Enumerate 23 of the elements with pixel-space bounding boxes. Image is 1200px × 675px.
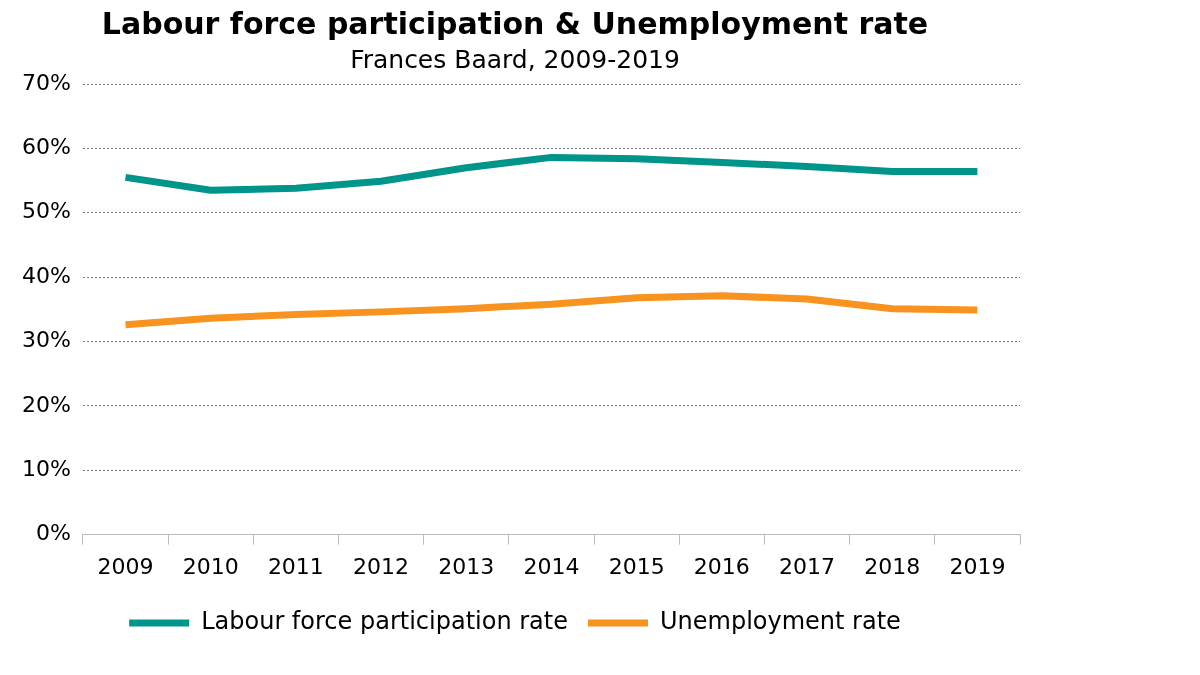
y-tick-label: 40% [21, 262, 71, 288]
x-tick-label: 2010 [182, 553, 239, 579]
chart-title: Labour force participation & Unemployment rate [101, 5, 929, 41]
x-tick-label: 2014 [523, 553, 580, 579]
x-tick-label: 2016 [693, 553, 750, 579]
x-tick-label: 2018 [864, 553, 921, 579]
y-tick-label: 30% [21, 327, 71, 353]
y-tick-label: 70% [21, 69, 71, 95]
legend-label: Labour force participation rate [201, 607, 568, 636]
x-tick-label: 2011 [267, 553, 324, 579]
x-tick-label: 2015 [608, 553, 665, 579]
y-tick-label: 0% [35, 520, 71, 546]
y-tick-label: 10% [21, 455, 71, 481]
x-tick-label: 2009 [97, 553, 154, 579]
legend-label: Unemployment rate [659, 607, 901, 636]
x-tick-label: 2019 [949, 553, 1006, 579]
x-tick-label: 2013 [438, 553, 495, 579]
x-tick-label: 2017 [779, 553, 836, 579]
y-tick-label: 20% [21, 391, 71, 417]
y-tick-label: 60% [21, 134, 71, 160]
y-tick-label: 50% [21, 198, 71, 224]
chart-subtitle: Frances Baard, 2009-2019 [350, 44, 680, 74]
x-tick-label: 2012 [353, 553, 410, 579]
